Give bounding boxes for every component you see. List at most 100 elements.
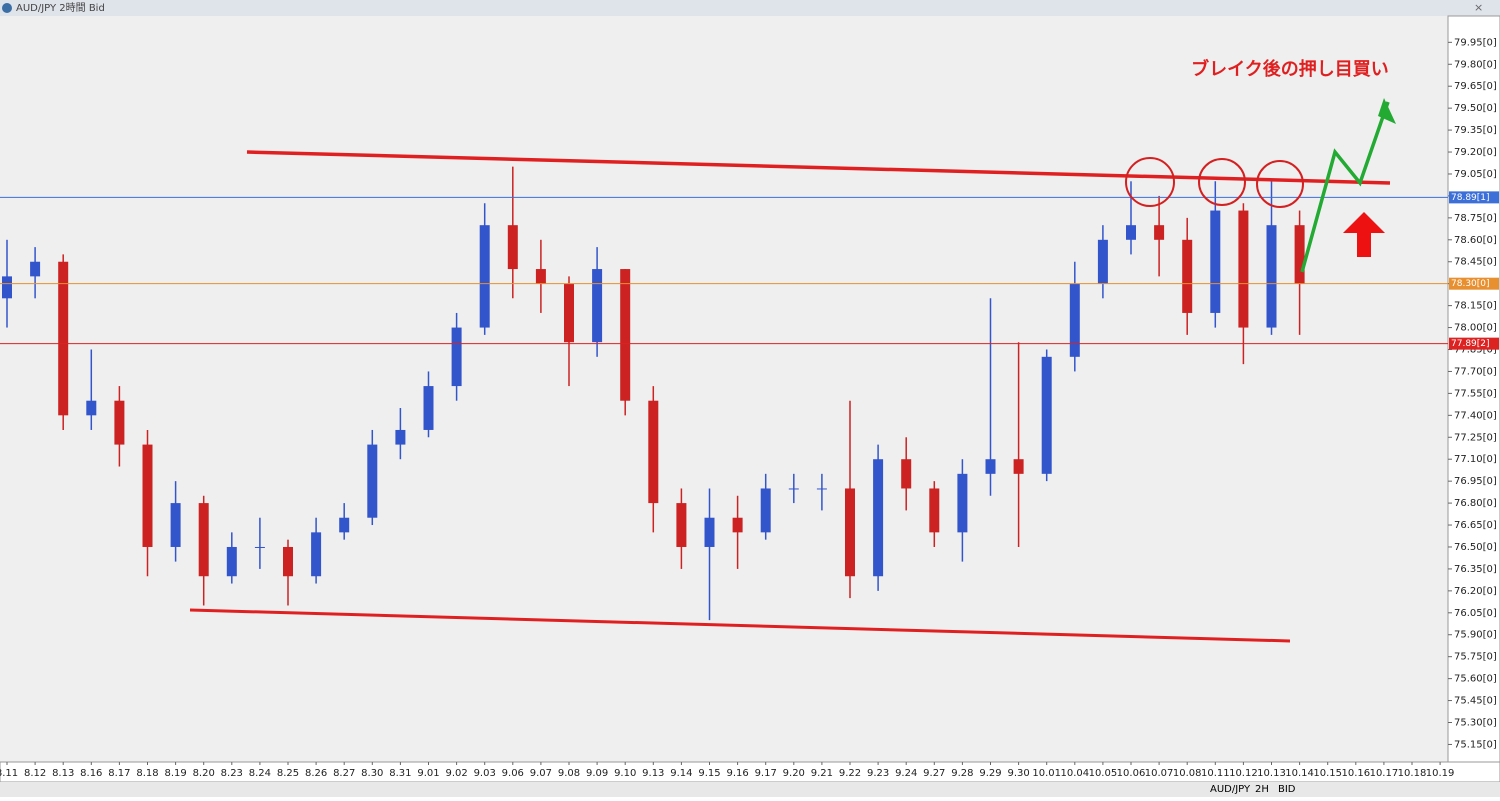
candle-body bbox=[2, 276, 12, 299]
candle-body bbox=[479, 225, 490, 328]
candle-body bbox=[507, 225, 518, 270]
candle-body bbox=[142, 444, 153, 547]
close-button[interactable]: × bbox=[1474, 1, 1483, 14]
y-tick-label: 79.80[0] bbox=[1454, 59, 1497, 70]
toolbar bbox=[0, 782, 1500, 797]
price-marker bbox=[1449, 277, 1499, 290]
price-marker bbox=[1449, 337, 1499, 350]
y-tick-label: 75.75[0] bbox=[1454, 652, 1497, 663]
x-tick-label: 10.19 bbox=[1426, 768, 1455, 779]
x-tick-label: 10.05 bbox=[1089, 768, 1118, 779]
x-tick-label: 8.19 bbox=[164, 768, 186, 779]
x-tick-label: 8.30 bbox=[361, 768, 383, 779]
x-tick-label: 9.23 bbox=[867, 768, 889, 779]
candle-body bbox=[929, 488, 940, 533]
candle-body bbox=[732, 517, 743, 533]
candle-body bbox=[901, 459, 912, 489]
candle-body bbox=[564, 283, 574, 343]
candle-body bbox=[648, 400, 659, 504]
y-tick-label: 77.70[0] bbox=[1454, 366, 1497, 377]
candle-body bbox=[254, 546, 265, 548]
candle-body bbox=[311, 532, 322, 577]
scenario-arrowhead bbox=[1378, 98, 1396, 124]
candle-body bbox=[620, 269, 631, 401]
y-tick-label: 76.80[0] bbox=[1454, 498, 1497, 509]
candle-body bbox=[86, 400, 97, 416]
toolbar-symbol[interactable]: AUD/JPY bbox=[1210, 784, 1251, 795]
x-tick-label: 10.17 bbox=[1370, 768, 1399, 779]
x-tick-label: 9.22 bbox=[839, 768, 861, 779]
support-line bbox=[189, 608, 1291, 643]
candle-body bbox=[816, 488, 827, 490]
x-tick-label: 9.07 bbox=[530, 768, 552, 779]
candle-body bbox=[30, 261, 41, 277]
candle-body bbox=[957, 473, 968, 533]
candle-body bbox=[1210, 210, 1221, 313]
y-tick-label: 78.00[0] bbox=[1454, 323, 1497, 334]
y-axis bbox=[1447, 15, 1500, 763]
candle-body bbox=[1069, 283, 1080, 357]
x-tick-label: 8.17 bbox=[108, 768, 130, 779]
candle-body bbox=[760, 488, 771, 533]
candle-body bbox=[676, 503, 687, 547]
candle-body bbox=[1294, 225, 1305, 284]
y-tick-label: 79.65[0] bbox=[1454, 81, 1497, 92]
x-tick-label: 9.10 bbox=[614, 768, 636, 779]
y-tick-label: 77.55[0] bbox=[1454, 388, 1497, 399]
price-marker-label: 77.89[2] bbox=[1451, 339, 1490, 349]
x-tick-label: 9.21 bbox=[811, 768, 833, 779]
x-tick-label: 8.24 bbox=[249, 768, 271, 779]
y-tick-label: 79.50[0] bbox=[1454, 103, 1497, 114]
toolbar-price[interactable]: BID bbox=[1278, 784, 1296, 795]
y-tick-label: 79.35[0] bbox=[1454, 125, 1497, 136]
candle-body bbox=[1154, 225, 1165, 240]
toolbar-period[interactable]: 2H bbox=[1255, 784, 1269, 795]
x-tick-label: 10.18 bbox=[1398, 768, 1427, 779]
y-tick-label: 78.45[0] bbox=[1454, 257, 1497, 268]
candle-body bbox=[451, 327, 462, 387]
x-tick-label: 8.31 bbox=[389, 768, 411, 779]
x-tick-label: 9.27 bbox=[923, 768, 945, 779]
candle-body bbox=[1126, 225, 1136, 240]
candle-body bbox=[58, 261, 69, 416]
y-tick-label: 77.25[0] bbox=[1454, 432, 1497, 443]
touch-circle bbox=[1125, 157, 1175, 207]
price-marker bbox=[1449, 191, 1499, 204]
x-tick-label: 10.14 bbox=[1285, 768, 1314, 779]
x-tick-label: 9.29 bbox=[979, 768, 1001, 779]
y-tick-label: 78.60[0] bbox=[1454, 235, 1497, 246]
x-tick-label: 9.16 bbox=[726, 768, 748, 779]
y-tick-label: 78.15[0] bbox=[1454, 301, 1497, 312]
candle-body bbox=[873, 459, 884, 577]
y-tick-label: 75.30[0] bbox=[1454, 718, 1497, 729]
x-tick-label: 8.20 bbox=[193, 768, 215, 779]
x-tick-label: 8.13 bbox=[52, 768, 74, 779]
plot-area bbox=[0, 16, 1448, 762]
x-tick-label: 10.15 bbox=[1313, 768, 1342, 779]
x-tick-label: 10.06 bbox=[1117, 768, 1146, 779]
candle-body bbox=[339, 517, 350, 533]
x-tick-label: 9.15 bbox=[698, 768, 720, 779]
x-tick-label: 10.16 bbox=[1341, 768, 1370, 779]
x-tick-label: 9.13 bbox=[642, 768, 664, 779]
chart-title: AUD/JPY 2時間 Bid bbox=[16, 2, 105, 14]
price-marker-label: 78.89[1] bbox=[1451, 193, 1490, 203]
x-tick-label: 9.02 bbox=[445, 768, 467, 779]
y-tick-label: 76.65[0] bbox=[1454, 520, 1497, 531]
y-tick-label: 77.40[0] bbox=[1454, 410, 1497, 421]
candle-body bbox=[788, 488, 799, 490]
scenario-path bbox=[1300, 101, 1390, 273]
y-tick-label: 78.75[0] bbox=[1454, 213, 1497, 224]
x-tick-label: 9.06 bbox=[502, 768, 524, 779]
y-tick-label: 76.35[0] bbox=[1454, 564, 1497, 575]
x-tick-label: 9.03 bbox=[474, 768, 496, 779]
x-tick-label: 10.08 bbox=[1173, 768, 1202, 779]
y-tick-label: 77.85[0] bbox=[1454, 345, 1497, 356]
candle-body bbox=[1238, 210, 1249, 328]
candle-body bbox=[367, 444, 378, 518]
x-tick-label: 9.09 bbox=[586, 768, 608, 779]
x-tick-label: 10.13 bbox=[1257, 768, 1286, 779]
y-tick-label: 76.95[0] bbox=[1454, 476, 1497, 487]
annotation: ブレイク後の押し目買い bbox=[1191, 58, 1389, 80]
